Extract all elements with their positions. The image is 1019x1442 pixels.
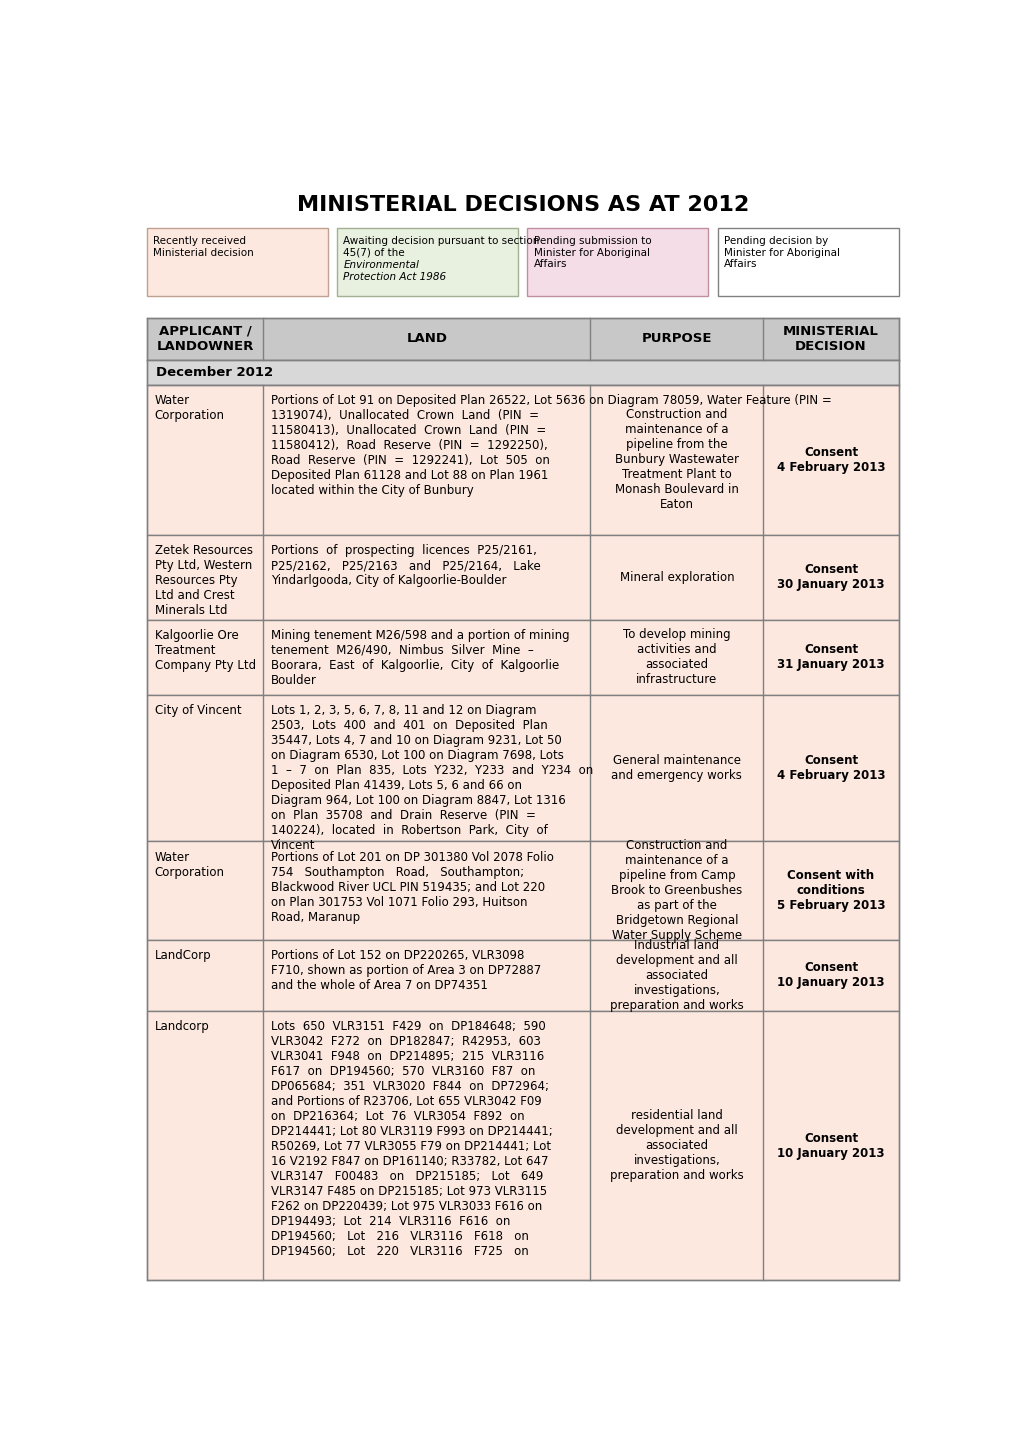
FancyBboxPatch shape — [717, 228, 898, 296]
FancyBboxPatch shape — [147, 360, 898, 385]
Text: Water
Corporation: Water Corporation — [155, 851, 224, 878]
Text: Kalgoorlie Ore
Treatment
Company Pty Ltd: Kalgoorlie Ore Treatment Company Pty Ltd — [155, 629, 256, 672]
Text: Recently received
Ministerial decision: Recently received Ministerial decision — [153, 236, 254, 258]
Text: Construction and
maintenance of a
pipeline from the
Bunbury Wastewater
Treatment: Construction and maintenance of a pipeli… — [614, 408, 738, 512]
Text: APPLICANT /
LANDOWNER: APPLICANT / LANDOWNER — [156, 324, 254, 353]
FancyBboxPatch shape — [147, 228, 327, 296]
Text: Portions of Lot 201 on DP 301380 Vol 2078 Folio
754   Southampton   Road,   Sout: Portions of Lot 201 on DP 301380 Vol 207… — [271, 851, 553, 924]
Text: Pending submission to
Minister for Aboriginal
Affairs: Pending submission to Minister for Abori… — [533, 236, 650, 270]
Text: Construction and
maintenance of a
pipeline from Camp
Brook to Greenbushes
as par: Construction and maintenance of a pipeli… — [610, 839, 742, 942]
FancyBboxPatch shape — [147, 317, 898, 360]
Text: Environmental
Protection Act 1986: Environmental Protection Act 1986 — [343, 260, 446, 281]
Text: Pending decision by
Minister for Aboriginal
Affairs: Pending decision by Minister for Aborigi… — [723, 236, 839, 270]
Text: Lots  650  VLR3151  F429  on  DP184648;  590
VLR3042  F272  on  DP182847;  R4295: Lots 650 VLR3151 F429 on DP184648; 590 V… — [271, 1019, 552, 1257]
Text: Industrial land
development and all
associated
investigations,
preparation and w: Industrial land development and all asso… — [609, 939, 743, 1012]
FancyBboxPatch shape — [147, 940, 898, 1011]
Text: Consent with
conditions
5 February 2013: Consent with conditions 5 February 2013 — [775, 870, 884, 913]
Text: Portions of Lot 152 on DP220265, VLR3098
F710, shown as portion of Area 3 on DP7: Portions of Lot 152 on DP220265, VLR3098… — [271, 949, 541, 992]
FancyBboxPatch shape — [147, 1011, 898, 1280]
FancyBboxPatch shape — [147, 695, 898, 841]
Text: Consent
30 January 2013: Consent 30 January 2013 — [776, 564, 883, 591]
Text: MINISTERIAL
DECISION: MINISTERIAL DECISION — [783, 324, 878, 353]
Text: General maintenance
and emergency works: General maintenance and emergency works — [610, 754, 742, 782]
Text: Consent
31 January 2013: Consent 31 January 2013 — [776, 643, 883, 672]
Text: City of Vincent: City of Vincent — [155, 704, 242, 717]
Text: LandCorp: LandCorp — [155, 949, 211, 962]
FancyBboxPatch shape — [147, 620, 898, 695]
Text: Consent
4 February 2013: Consent 4 February 2013 — [775, 754, 884, 782]
Text: Portions  of  prospecting  licences  P25/2161,
P25/2162,   P25/2163   and   P25/: Portions of prospecting licences P25/216… — [271, 544, 540, 587]
Text: Consent
10 January 2013: Consent 10 January 2013 — [776, 1132, 883, 1159]
Text: Water
Corporation: Water Corporation — [155, 394, 224, 423]
Text: Lots 1, 2, 3, 5, 6, 7, 8, 11 and 12 on Diagram
2503,  Lots  400  and  401  on  D: Lots 1, 2, 3, 5, 6, 7, 8, 11 and 12 on D… — [271, 704, 593, 852]
Text: Zetek Resources
Pty Ltd, Western
Resources Pty
Ltd and Crest
Minerals Ltd: Zetek Resources Pty Ltd, Western Resourc… — [155, 544, 253, 617]
Text: Awaiting decision pursuant to section
45(7) of the: Awaiting decision pursuant to section 45… — [343, 236, 539, 258]
Text: Consent
4 February 2013: Consent 4 February 2013 — [775, 446, 884, 474]
FancyBboxPatch shape — [147, 841, 898, 940]
Text: To develop mining
activities and
associated
infrastructure: To develop mining activities and associa… — [623, 629, 730, 686]
Text: Mining tenement M26/598 and a portion of mining
tenement  M26/490,  Nimbus  Silv: Mining tenement M26/598 and a portion of… — [271, 629, 570, 686]
Text: residential land
development and all
associated
investigations,
preparation and : residential land development and all ass… — [609, 1109, 743, 1182]
FancyBboxPatch shape — [147, 385, 898, 535]
Text: Mineral exploration: Mineral exploration — [619, 571, 734, 584]
Text: MINISTERIAL DECISIONS AS AT 2012: MINISTERIAL DECISIONS AS AT 2012 — [297, 195, 748, 215]
Text: Landcorp: Landcorp — [155, 1019, 209, 1032]
Text: Portions of Lot 91 on Deposited Plan 26522, Lot 5636 on Diagram 78059, Water Fea: Portions of Lot 91 on Deposited Plan 265… — [271, 394, 832, 497]
Text: Consent
10 January 2013: Consent 10 January 2013 — [776, 962, 883, 989]
Text: PURPOSE: PURPOSE — [641, 333, 711, 346]
FancyBboxPatch shape — [337, 228, 518, 296]
Text: December 2012: December 2012 — [156, 366, 273, 379]
Text: LAND: LAND — [406, 333, 447, 346]
FancyBboxPatch shape — [147, 535, 898, 620]
FancyBboxPatch shape — [527, 228, 707, 296]
